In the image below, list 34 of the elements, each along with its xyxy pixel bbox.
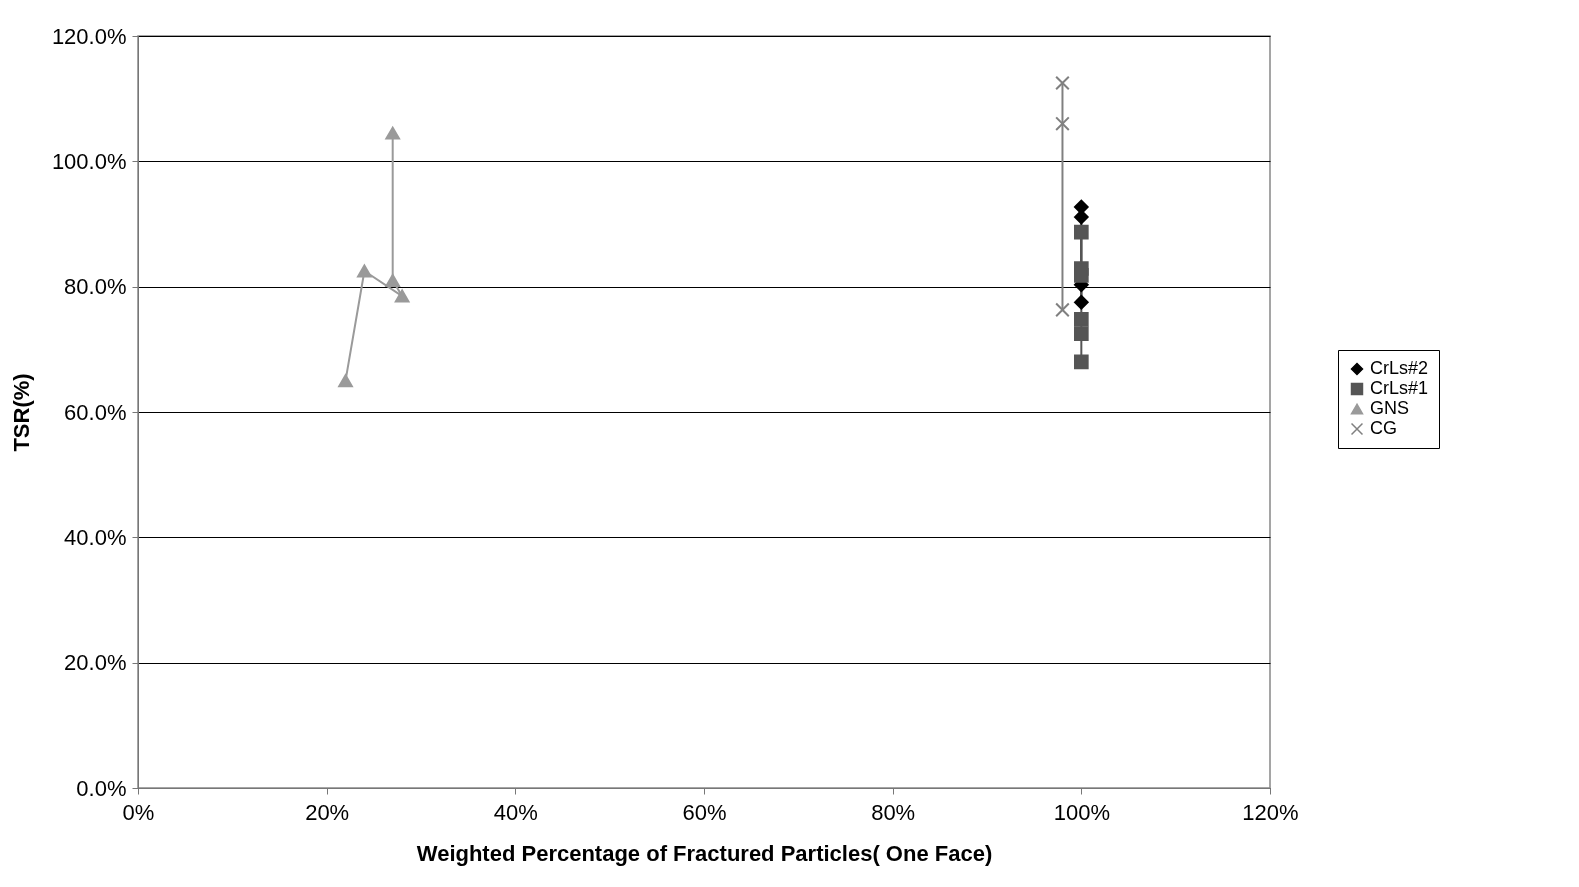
y-tick-label: 60.0%	[64, 399, 127, 425]
y-tick-label: 20.0%	[64, 650, 127, 676]
x-tick-label: 120%	[1242, 799, 1299, 825]
y-tick-label: 80.0%	[64, 274, 127, 300]
x-tick-label: 20%	[305, 799, 350, 825]
point	[1055, 116, 1070, 132]
point	[385, 273, 401, 287]
point	[1055, 302, 1070, 318]
legend-label: CG	[1370, 418, 1397, 438]
legend-label: CrLs#1	[1370, 378, 1429, 398]
x-tick-label: 0%	[122, 799, 155, 825]
point	[338, 374, 353, 388]
point	[1074, 268, 1089, 283]
legend-label: CrLs#2	[1370, 358, 1429, 378]
point	[1074, 326, 1089, 341]
point	[1074, 311, 1089, 327]
y-tick-label: 120.0%	[51, 23, 127, 49]
y-axis-title: TSR(%)	[8, 373, 34, 452]
y-tick-label: 100.0%	[51, 148, 127, 174]
x-tick-label: 80%	[871, 799, 916, 825]
y-tick-label: 40.0%	[64, 524, 127, 550]
point	[1074, 295, 1089, 310]
x-axis-title: Weighted Percentage of Fractured Particles( One Face)	[416, 840, 993, 866]
point	[385, 126, 401, 140]
point	[1055, 75, 1070, 91]
x-tick-label: 40%	[493, 799, 538, 825]
x-tick-label: 100%	[1053, 799, 1110, 825]
y-tick-label: 0.0%	[76, 775, 127, 801]
x-tick-label: 60%	[682, 799, 727, 825]
point	[1074, 354, 1089, 370]
point	[1074, 224, 1089, 240]
point	[394, 289, 410, 303]
point	[357, 264, 372, 278]
legend-label: GNS	[1370, 398, 1410, 418]
